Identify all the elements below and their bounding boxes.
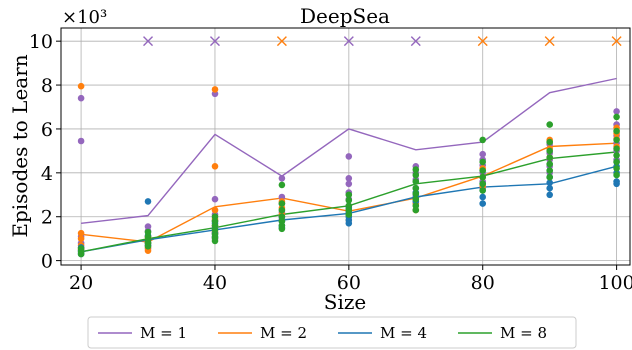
- timeout-marker-m-2: [477, 36, 488, 47]
- point-m-8: [278, 206, 286, 214]
- point-m-8: [479, 173, 487, 181]
- point-m-8: [613, 127, 620, 135]
- timeout-marker-m-1: [143, 36, 154, 47]
- point-m-1: [345, 180, 353, 188]
- point-m-8: [345, 211, 353, 218]
- plot-frame: [60, 27, 631, 266]
- point-m-1: [613, 108, 620, 115]
- point-m-2: [77, 229, 85, 237]
- point-m-8: [479, 136, 487, 144]
- point-m-1: [211, 195, 219, 203]
- y-tick-label: 6: [41, 119, 53, 141]
- point-m-4: [144, 198, 152, 205]
- timeout-marker-m-2: [544, 36, 555, 47]
- point-m-8: [613, 171, 620, 179]
- point-m-8: [345, 197, 353, 204]
- point-m-8: [211, 237, 219, 245]
- point-m-8: [613, 113, 620, 121]
- point-m-2: [211, 206, 219, 214]
- point-m-8: [479, 180, 487, 188]
- point-m-2: [211, 163, 219, 170]
- point-m-1: [345, 153, 353, 160]
- timeout-marker-m-2: [611, 36, 622, 47]
- timeout-marker-m-1: [343, 36, 354, 47]
- y-tick-label: 10: [29, 31, 53, 53]
- point-m-1: [345, 175, 353, 182]
- axis-ticks: 20 40 60 80 100 0 2 4 6 8 10: [29, 31, 632, 294]
- point-m-8: [345, 191, 353, 199]
- point-m-1: [77, 137, 85, 145]
- chart-title: DeepSea: [300, 4, 390, 28]
- point-m-4: [345, 220, 353, 227]
- x-tick-label: 100: [598, 272, 632, 294]
- data-points: [77, 36, 622, 258]
- x-tick-label: 80: [471, 272, 495, 294]
- point-m-4: [613, 180, 620, 188]
- point-m-8: [412, 190, 420, 197]
- x-axis-label: Size: [324, 290, 366, 314]
- point-m-4: [546, 191, 553, 199]
- point-m-8: [546, 121, 553, 128]
- point-m-8: [412, 166, 420, 173]
- y-tick-label: 0: [41, 251, 53, 273]
- legend: M = 1 M = 2 M = 4 M = 8: [87, 316, 577, 349]
- mean-line-m-1: [81, 77, 617, 224]
- point-m-8: [613, 152, 620, 159]
- point-m-8: [546, 173, 553, 181]
- legend-label-m-4: M = 4: [380, 324, 427, 342]
- y-tick-label: 4: [41, 163, 53, 185]
- point-m-8: [412, 195, 420, 203]
- x-tick-label: 20: [69, 272, 93, 294]
- point-m-8: [546, 138, 553, 146]
- y-tick-label: 8: [41, 75, 53, 97]
- point-m-4: [546, 184, 553, 192]
- point-m-8: [546, 154, 553, 161]
- point-m-4: [479, 200, 487, 207]
- timeout-marker-m-1: [410, 36, 421, 47]
- point-m-8: [412, 171, 420, 179]
- point-m-8: [479, 167, 487, 174]
- point-m-8: [144, 243, 152, 250]
- y-tick-label: 2: [41, 207, 53, 229]
- point-m-1: [479, 150, 487, 158]
- point-m-8: [546, 160, 553, 168]
- x-tick-label: 40: [203, 272, 227, 294]
- point-m-8: [613, 145, 620, 152]
- y-axis-label: Episodes to Learn: [8, 54, 32, 237]
- point-m-8: [412, 184, 420, 192]
- point-m-2: [77, 235, 85, 242]
- point-m-8: [546, 147, 553, 155]
- point-m-8: [278, 225, 286, 233]
- point-m-4: [479, 193, 487, 201]
- point-m-8: [613, 136, 620, 144]
- timeout-marker-m-2: [276, 36, 287, 47]
- point-m-8: [412, 178, 420, 185]
- legend-box: [87, 316, 577, 349]
- point-m-8: [412, 206, 420, 214]
- legend-label-m-2: M = 2: [260, 324, 307, 342]
- y-multiplier-label: ×10³: [62, 7, 107, 28]
- point-m-8: [278, 181, 286, 189]
- legend-label-m-1: M = 1: [140, 324, 187, 342]
- point-m-8: [479, 158, 487, 166]
- point-m-8: [613, 165, 620, 172]
- legend-label-m-8: M = 8: [500, 324, 547, 342]
- point-m-1: [77, 94, 85, 102]
- point-m-2: [211, 86, 219, 93]
- point-m-1: [278, 175, 286, 182]
- point-m-2: [77, 82, 85, 90]
- x-tick-label: 60: [337, 272, 361, 294]
- point-m-8: [278, 200, 286, 207]
- point-m-8: [613, 158, 620, 166]
- point-m-4: [546, 179, 553, 186]
- timeout-marker-m-1: [209, 36, 220, 47]
- point-m-8: [546, 167, 553, 174]
- point-m-8: [479, 187, 487, 194]
- point-m-8: [77, 250, 85, 258]
